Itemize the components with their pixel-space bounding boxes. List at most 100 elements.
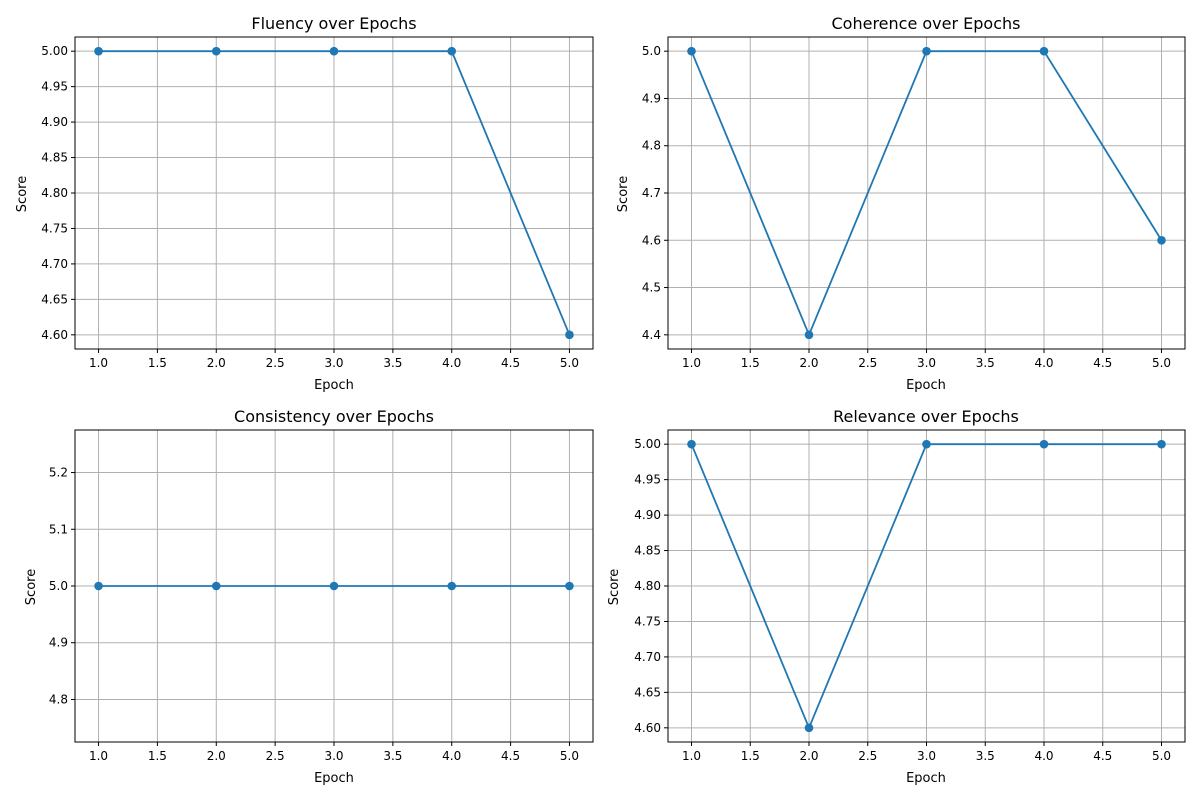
x-tick-label: 1.0 <box>89 749 108 763</box>
x-tick-label: 3.0 <box>917 749 936 763</box>
data-point <box>804 723 814 733</box>
y-tick-label: 4.9 <box>642 91 661 105</box>
data-point <box>447 46 457 56</box>
x-tick-label: 5.0 <box>1152 356 1171 370</box>
y-tick-label: 4.85 <box>41 151 68 165</box>
x-tick-label: 1.0 <box>682 749 701 763</box>
y-tick-label: 4.6 <box>642 233 661 247</box>
x-tick-label: 1.0 <box>89 356 108 370</box>
x-tick-label: 4.5 <box>501 749 520 763</box>
x-tick-label: 3.5 <box>976 749 995 763</box>
x-tick-label: 4.0 <box>442 356 461 370</box>
y-tick-label: 4.9 <box>49 636 68 650</box>
y-tick-label: 4.4 <box>642 328 661 342</box>
y-tick-label: 5.00 <box>634 437 661 451</box>
x-tick-label: 5.0 <box>560 749 579 763</box>
data-point <box>565 581 574 591</box>
x-tick-label: 3.5 <box>383 749 402 763</box>
x-tick-label: 2.0 <box>207 749 226 763</box>
y-tick-label: 4.65 <box>41 292 68 306</box>
y-tick-label: 4.65 <box>634 685 661 699</box>
data-point <box>447 581 457 591</box>
x-tick-label: 1.5 <box>741 356 760 370</box>
data-point <box>1039 46 1049 56</box>
data-point <box>922 439 931 449</box>
x-tick-label: 3.5 <box>976 356 995 370</box>
data-point <box>94 46 103 56</box>
data-point <box>1157 439 1166 449</box>
x-axis-label: Epoch <box>906 378 946 393</box>
data-point <box>94 581 103 591</box>
x-tick-label: 1.5 <box>741 749 760 763</box>
x-tick-label: 2.5 <box>858 356 877 370</box>
data-point <box>329 46 339 56</box>
x-tick-label: 4.5 <box>1093 749 1112 763</box>
y-tick-label: 4.95 <box>634 473 661 487</box>
y-tick-label: 4.95 <box>41 80 68 94</box>
x-tick-label: 2.0 <box>207 356 226 370</box>
y-tick-label: 4.90 <box>634 508 661 522</box>
data-point <box>687 439 696 449</box>
x-tick-label: 1.5 <box>148 356 167 370</box>
plot-frame <box>667 429 1186 743</box>
y-axis-label: Score <box>616 176 631 212</box>
plot-frame <box>74 429 594 743</box>
data-point <box>1157 235 1166 245</box>
x-tick-label: 3.5 <box>383 356 402 370</box>
data-point <box>329 581 339 591</box>
y-tick-label: 5.00 <box>41 44 68 58</box>
x-tick-label: 3.0 <box>324 356 343 370</box>
subplot-coherence: Coherence over Epochs Epoch Score 1.0 1.5… <box>616 14 1186 393</box>
x-tick-label: 3.0 <box>324 749 343 763</box>
y-axis-label: Score <box>15 176 30 212</box>
x-tick-label: 2.0 <box>799 356 818 370</box>
y-axis-label: Score <box>24 569 39 605</box>
data-point <box>565 330 574 340</box>
y-tick-label: 4.60 <box>634 721 661 735</box>
x-axis-label: Epoch <box>314 771 354 786</box>
y-tick-label: 4.75 <box>41 221 68 235</box>
y-tick-label: 4.8 <box>49 692 68 706</box>
data-point <box>211 581 221 591</box>
y-tick-label: 4.8 <box>642 139 661 153</box>
y-tick-label: 4.80 <box>634 579 661 593</box>
x-axis-label: Epoch <box>906 771 946 786</box>
y-tick-label: 4.7 <box>642 186 661 200</box>
x-tick-label: 5.0 <box>560 356 579 370</box>
data-point <box>687 46 696 56</box>
x-tick-label: 2.5 <box>266 749 285 763</box>
chart-title: Fluency over Epochs <box>251 14 416 33</box>
chart-title: Coherence over Epochs <box>832 14 1021 33</box>
y-tick-label: 4.90 <box>41 115 68 129</box>
x-tick-label: 1.5 <box>148 749 167 763</box>
x-tick-label: 4.0 <box>442 749 461 763</box>
y-tick-label: 4.60 <box>41 328 68 342</box>
chart-title: Consistency over Epochs <box>234 407 434 426</box>
x-tick-label: 4.5 <box>1093 356 1112 370</box>
y-tick-label: 4.75 <box>634 614 661 628</box>
y-tick-label: 5.1 <box>49 522 68 536</box>
subplot-fluency: Fluency over Epochs Epoch Score 1.0 1.5 2.… <box>15 14 594 393</box>
subplot-relevance: Relevance over Epochs Epoch Score 1.0 1.5… <box>607 407 1186 786</box>
x-tick-label: 4.5 <box>501 356 520 370</box>
x-tick-label: 4.0 <box>1034 356 1053 370</box>
y-tick-label: 5.0 <box>49 579 68 593</box>
data-point <box>922 46 931 56</box>
plot-frame <box>74 36 594 350</box>
x-tick-label: 5.0 <box>1152 749 1171 763</box>
data-point <box>804 330 814 340</box>
y-axis-label: Score <box>607 569 622 605</box>
data-point <box>1039 439 1049 449</box>
x-tick-label: 2.5 <box>858 749 877 763</box>
y-tick-label: 4.5 <box>642 281 661 295</box>
y-tick-label: 4.85 <box>634 544 661 558</box>
x-tick-label: 4.0 <box>1034 749 1053 763</box>
y-tick-label: 5.2 <box>49 466 68 480</box>
x-tick-label: 1.0 <box>682 356 701 370</box>
x-tick-label: 2.0 <box>799 749 818 763</box>
chart-title: Relevance over Epochs <box>833 407 1019 426</box>
y-tick-label: 4.80 <box>41 186 68 200</box>
y-tick-label: 4.70 <box>634 650 661 664</box>
subplot-consistency: Consistency over Epochs Epoch Score 1.0 1… <box>24 407 594 786</box>
